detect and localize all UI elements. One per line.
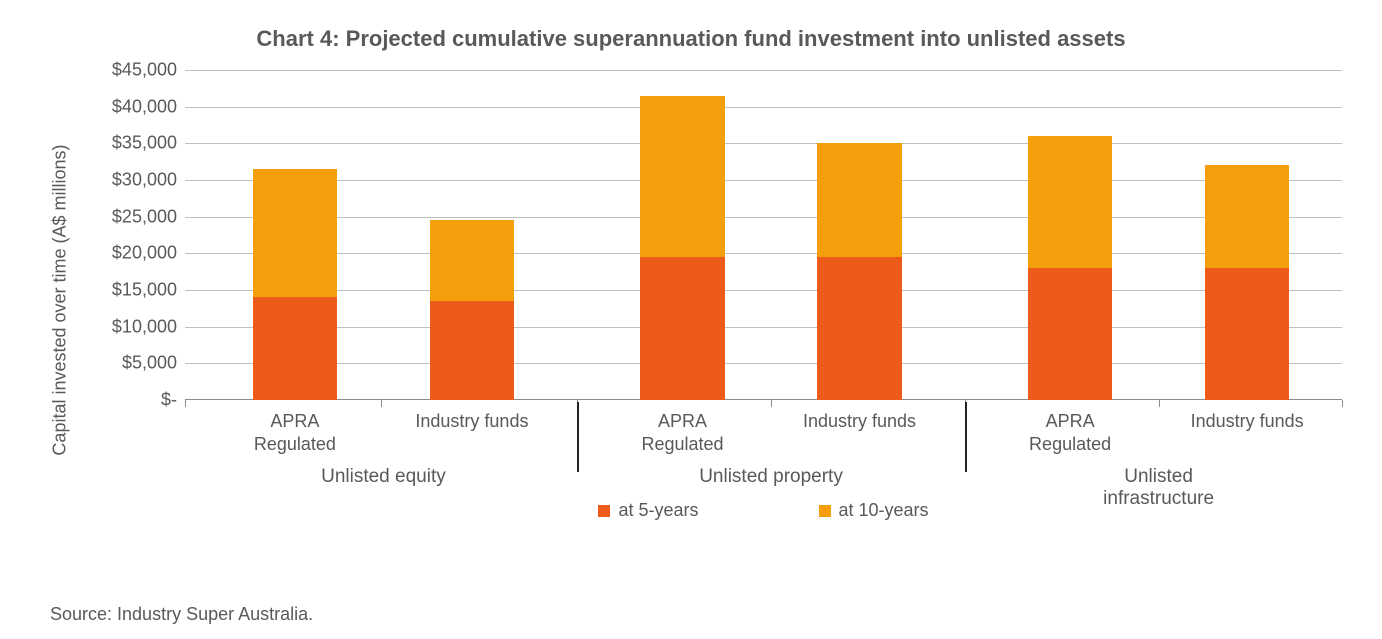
- y-tick-label: $5,000: [122, 353, 177, 374]
- gridline: [185, 107, 1342, 108]
- gridline: [185, 253, 1342, 254]
- gridline: [185, 327, 1342, 328]
- x-category-label: Industry funds: [803, 410, 916, 433]
- chart-body: Capital invested over time (A$ millions)…: [40, 70, 1342, 530]
- chart-container: Chart 4: Projected cumulative superannua…: [0, 0, 1382, 639]
- gridline: [185, 217, 1342, 218]
- y-tick-label: $45,000: [112, 60, 177, 81]
- legend-swatch-5yr: [598, 505, 610, 517]
- bar-segment-at-5-years: [640, 257, 724, 400]
- y-tick-label: $25,000: [112, 206, 177, 227]
- x-group-label: Unlisted property: [699, 466, 843, 488]
- source-line: Source: Industry Super Australia.: [50, 604, 313, 625]
- x-tick-mark: [771, 400, 772, 407]
- y-tick-label: $35,000: [112, 133, 177, 154]
- y-axis-ticks: $- $5,000 $10,000 $15,000 $20,000 $25,000 $30,…: [80, 70, 185, 530]
- legend-item-5yr: at 5-years: [598, 500, 698, 521]
- gridline: [185, 363, 1342, 364]
- x-category-label: Industry funds: [415, 410, 528, 433]
- x-group-label: Unlisted infrastructure: [1067, 466, 1250, 510]
- legend-item-10yr: at 10-years: [819, 500, 929, 521]
- y-tick-label: $-: [161, 390, 177, 411]
- gridline: [185, 143, 1342, 144]
- x-axis-line: [185, 399, 1342, 400]
- x-group-label: Unlisted equity: [321, 466, 446, 488]
- x-category-label: Industry funds: [1191, 410, 1304, 433]
- x-category-label: APRA Regulated: [1029, 410, 1111, 455]
- y-tick-label: $30,000: [112, 170, 177, 191]
- legend-label-5yr: at 5-years: [618, 500, 698, 521]
- legend-swatch-10yr: [819, 505, 831, 517]
- y-axis-title: Capital invested over time (A$ millions): [50, 144, 71, 455]
- bar-segment-at-5-years: [253, 297, 337, 400]
- bar-segment-at-5-years: [1205, 268, 1289, 400]
- plot-column: APRA Regulated Industry funds APRA Regulat…: [185, 70, 1342, 530]
- bar-segment-at-10-years: [430, 220, 514, 301]
- x-group-labels: Unlisted equityUnlisted propertyUnlisted…: [185, 466, 1342, 496]
- bar: [430, 220, 514, 400]
- x-tick-mark: [1159, 400, 1160, 407]
- x-category-label: APRA Regulated: [641, 410, 723, 455]
- bar: [817, 143, 901, 400]
- bar-segment-at-10-years: [1028, 136, 1112, 268]
- x-category-label: APRA Regulated: [254, 410, 336, 455]
- bar-segment-at-10-years: [253, 169, 337, 297]
- legend-label-10yr: at 10-years: [839, 500, 929, 521]
- bar-segment-at-10-years: [817, 143, 901, 257]
- bar-segment-at-10-years: [1205, 165, 1289, 268]
- x-tick-mark: [1342, 400, 1343, 407]
- bar: [253, 169, 337, 400]
- plot-area: [185, 70, 1342, 400]
- bar-segment-at-5-years: [1028, 268, 1112, 400]
- bar: [1205, 165, 1289, 400]
- bar-segment-at-10-years: [640, 96, 724, 257]
- y-axis-title-cell: Capital invested over time (A$ millions): [40, 70, 80, 530]
- y-tick-label: $15,000: [112, 280, 177, 301]
- group-separator: [577, 402, 579, 472]
- bar: [640, 96, 724, 400]
- x-category-labels: APRA Regulated Industry funds APRA Regulat…: [185, 410, 1342, 466]
- x-tick-mark: [185, 400, 186, 407]
- gridline: [185, 180, 1342, 181]
- gridline: [185, 70, 1342, 71]
- gridline: [185, 290, 1342, 291]
- bar: [1028, 136, 1112, 400]
- bar-segment-at-5-years: [430, 301, 514, 400]
- group-separator: [965, 402, 967, 472]
- chart-title: Chart 4: Projected cumulative superannua…: [40, 26, 1342, 52]
- y-tick-label: $10,000: [112, 316, 177, 337]
- y-tick-label: $20,000: [112, 243, 177, 264]
- bar-segment-at-5-years: [817, 257, 901, 400]
- y-tick-label: $40,000: [112, 96, 177, 117]
- x-tick-mark: [381, 400, 382, 407]
